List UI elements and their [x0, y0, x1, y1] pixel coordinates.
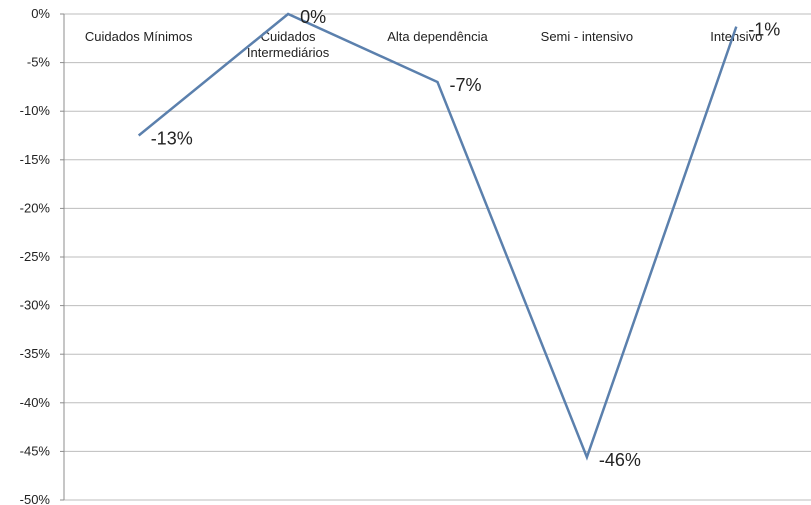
data-label: -46% [599, 450, 641, 470]
data-label: -7% [450, 75, 482, 95]
category-label: Alta dependência [387, 29, 488, 44]
y-tick-label: -15% [20, 152, 51, 167]
y-tick-label: -45% [20, 443, 51, 458]
y-tick-label: -30% [20, 298, 51, 313]
category-label: Cuidados Mínimos [85, 29, 193, 44]
y-tick-label: -25% [20, 249, 51, 264]
y-tick-label: -20% [20, 200, 51, 215]
category-label: Semi - intensivo [541, 29, 633, 44]
y-tick-label: 0% [31, 6, 50, 21]
y-tick-label: -35% [20, 346, 51, 361]
series-line [137, 12, 738, 461]
y-tick-label: -5% [27, 55, 51, 70]
y-tick-label: -10% [20, 103, 51, 118]
category-label: Intensivo [710, 29, 762, 44]
y-tick-label: -40% [20, 395, 51, 410]
gridlines [64, 13, 811, 501]
data-label: -13% [151, 129, 193, 149]
category-labels: Cuidados Mínimos Cuidados Intermediários Al… [85, 29, 762, 60]
y-axis-ticks: 0% -5% -10% -15% -20% -25% -30% -35% -40% -45% -50… [20, 6, 64, 505]
data-label: -1% [748, 20, 780, 40]
data-labels: -13% 0% -7% -46% -1% [151, 7, 781, 470]
y-tick-label: -50% [20, 492, 51, 505]
category-label: Cuidados Intermediários [247, 29, 330, 60]
data-label: 0% [300, 7, 326, 27]
